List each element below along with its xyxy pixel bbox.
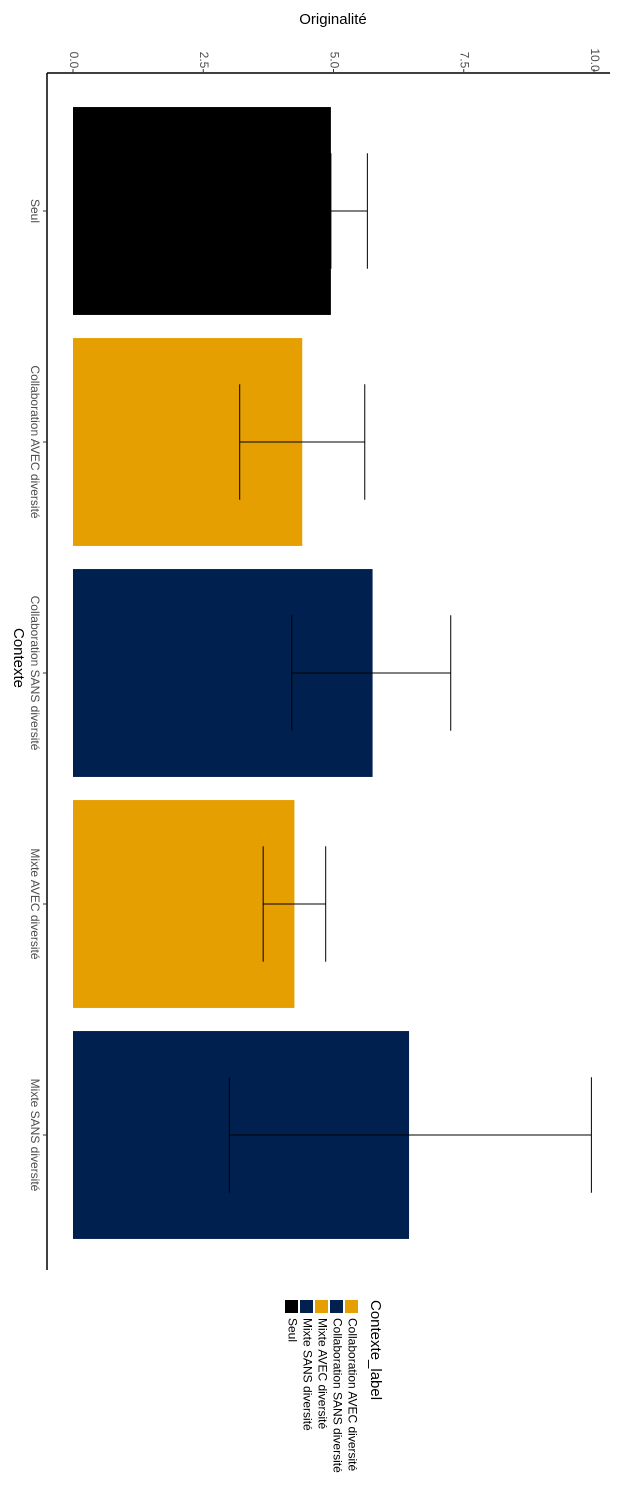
legend-title: Contexte_label (367, 1300, 384, 1400)
value-tick-label: 7.5 (458, 52, 472, 69)
category-tick-label: Collaboration SANS diversité (28, 596, 42, 751)
value-tick-label: 0.0 (67, 52, 81, 69)
legend-swatch (315, 1300, 328, 1313)
legend-swatch (285, 1300, 298, 1313)
bar (73, 800, 295, 1008)
legend-label: Seul (285, 1318, 299, 1342)
chart-error-bars (228, 153, 592, 1193)
value-tick-label: 10.0 (588, 48, 602, 72)
chart-ticks: 0.0 2.5 5.0 7.5 10.0 Originalité Contexte Seul C… (10, 11, 602, 1192)
category-tick-label: Mixte SANS diversité (28, 1079, 42, 1192)
bar (73, 107, 331, 315)
legend-swatch (345, 1300, 358, 1313)
legend-label: Collaboration AVEC diversité (345, 1318, 359, 1472)
legend-swatch (300, 1300, 313, 1313)
chart-axes (46, 72, 610, 1270)
value-tick-label: 5.0 (327, 52, 341, 69)
category-tick-label: Mixte AVEC diversité (28, 848, 42, 959)
value-tick-label: 2.5 (197, 52, 211, 69)
category-axis-title: Contexte (10, 628, 27, 688)
value-axis-title: Originalité (299, 11, 367, 28)
legend-label: Mixte AVEC diversité (315, 1318, 329, 1429)
legend-swatch (330, 1300, 343, 1313)
legend-label: Collaboration SANS diversité (330, 1318, 344, 1473)
category-tick-label: Seul (28, 199, 42, 223)
legend-label: Mixte SANS diversité (300, 1318, 314, 1431)
chart-legend: Contexte_label Collaboration AVEC diversi… (285, 1300, 384, 1473)
category-tick-label: Collaboration AVEC diversité (28, 365, 42, 519)
